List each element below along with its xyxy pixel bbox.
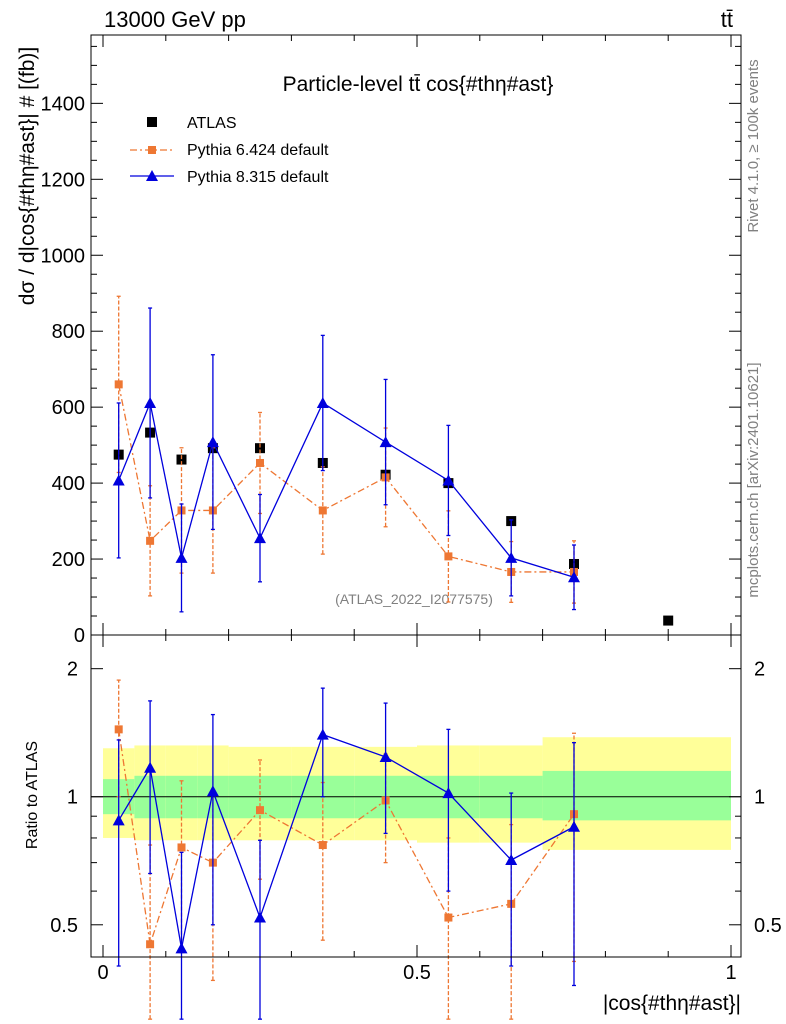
ratio-series (112, 679, 580, 1020)
main-title: Particle-level tt̄ cos{#thη#ast} (283, 73, 554, 96)
ratio-pythia6-point (444, 913, 453, 922)
main-panel: Particle-level tt̄ cos{#thη#ast} (ATLAS_… (16, 34, 742, 647)
atlas-data-point (663, 615, 674, 626)
pythia8-point (316, 396, 329, 408)
pythia6-point (114, 380, 123, 389)
ratio-y-tick-label-right: 1 (754, 787, 765, 809)
ratio-pythia8-point (505, 854, 518, 866)
legend-entry-pythia6: Pythia 6.424 default (130, 142, 329, 159)
x-tick-label: 1 (725, 962, 736, 984)
energy-label: 13000 GeV pp (104, 7, 246, 32)
ratio-panel: 0.5 0.5 1 1 2 2 0 0.5 1 Ratio to ATLAS |cos{#thη… (24, 634, 782, 1020)
main-y-tick-labels: 0 200 400 600 800 1000 1200 1400 (41, 93, 86, 647)
x-axis-label: |cos{#thη#ast}| (603, 992, 741, 1015)
main-y-tick-label: 1400 (41, 93, 86, 115)
ratio-pythia8-point (206, 785, 219, 797)
pythia8-point (175, 551, 188, 563)
mcplots-label: mcplots.cern.ch [arXiv:2401.10621] (745, 362, 762, 597)
legend-atlas-marker (147, 117, 157, 127)
ratio-y-tick-label: 2 (67, 659, 78, 681)
main-y-tick-label: 400 (52, 473, 85, 495)
ratio-frame (90, 634, 742, 958)
pythia8-point (254, 532, 266, 544)
legend-pythia8-label: Pythia 8.315 default (187, 169, 329, 186)
ratio-pythia6-point (114, 725, 123, 734)
main-y-tick-label: 1200 (41, 169, 86, 191)
main-y-tick-label: 1000 (41, 245, 86, 267)
pythia8-point (144, 396, 157, 408)
ratio-pythia8-line (118, 733, 575, 949)
main-y-tick-label: 0 (74, 625, 85, 647)
pythia8-line (118, 400, 575, 578)
ratio-y-tick-label: 1 (67, 787, 78, 809)
legend: ATLAS Pythia 6.424 default Pythia 8.315 … (130, 115, 329, 186)
pythia8-point (568, 571, 580, 583)
ratio-pythia8-point (254, 911, 266, 923)
ratio-pythia6-point (318, 841, 327, 850)
main-y-axis-label: dσ / d|cos{#thη#ast}| # [(fb)] (16, 47, 39, 306)
ratio-pythia6-point (146, 940, 155, 949)
ratio-y-axis-label: Ratio to ATLAS (24, 741, 41, 849)
pythia6-point (146, 536, 155, 545)
ratio-pythia8-point (112, 814, 125, 826)
main-y-tick-label: 200 (52, 549, 85, 571)
ratio-pythia8-point (442, 787, 455, 799)
ratio-pythia8-point (568, 820, 580, 832)
main-series (112, 295, 674, 626)
pythia8-point (442, 474, 455, 486)
rivet-label: Rivet 4.1.0, ≥ 100k events (745, 59, 762, 232)
ratio-uncertainty-bands (103, 737, 731, 850)
ratio-axis-ticks (91, 635, 741, 957)
ratio-y-tick-label: 0.5 (50, 915, 78, 937)
main-axis-ticks (91, 35, 741, 636)
analysis-watermark: (ATLAS_2022_I2077575) (335, 591, 493, 607)
pythia8-point (505, 551, 518, 563)
x-tick-label: 0.5 (403, 962, 431, 984)
legend-entry-atlas: ATLAS (147, 115, 237, 132)
legend-pythia8-marker (146, 170, 158, 181)
pythia8-point (379, 436, 392, 448)
pythia6-point (256, 458, 264, 467)
ratio-pythia8-point (316, 728, 329, 740)
ratio-y-tick-label-right: 0.5 (754, 915, 782, 937)
pythia6-point (444, 552, 453, 561)
legend-pythia6-marker (148, 146, 156, 154)
pythia8-point (206, 436, 219, 448)
pythia8-point (112, 474, 125, 486)
ratio-pythia6-point (177, 843, 186, 852)
main-y-tick-label: 800 (52, 321, 85, 343)
x-tick-label: 0 (97, 962, 108, 984)
ratio-pythia6-point (256, 806, 264, 815)
ratio-tick-labels: 0.5 0.5 1 1 2 2 0 0.5 1 (50, 659, 782, 984)
main-y-tick-label: 600 (52, 397, 85, 419)
atlas-data-point (176, 454, 187, 465)
pythia6-line (118, 384, 574, 573)
ratio-pythia8-point (175, 942, 188, 954)
pythia6-point (318, 506, 327, 515)
legend-entry-pythia8: Pythia 8.315 default (130, 169, 329, 186)
legend-pythia6-label: Pythia 6.424 default (187, 142, 329, 159)
legend-atlas-label: ATLAS (187, 115, 237, 132)
atlas-data-point (255, 443, 265, 454)
ratio-pythia8-point (144, 761, 157, 773)
ratio-pythia8-point (379, 750, 392, 762)
process-label: tt̄ (721, 7, 733, 32)
ratio-y-tick-label-right: 2 (754, 659, 765, 681)
